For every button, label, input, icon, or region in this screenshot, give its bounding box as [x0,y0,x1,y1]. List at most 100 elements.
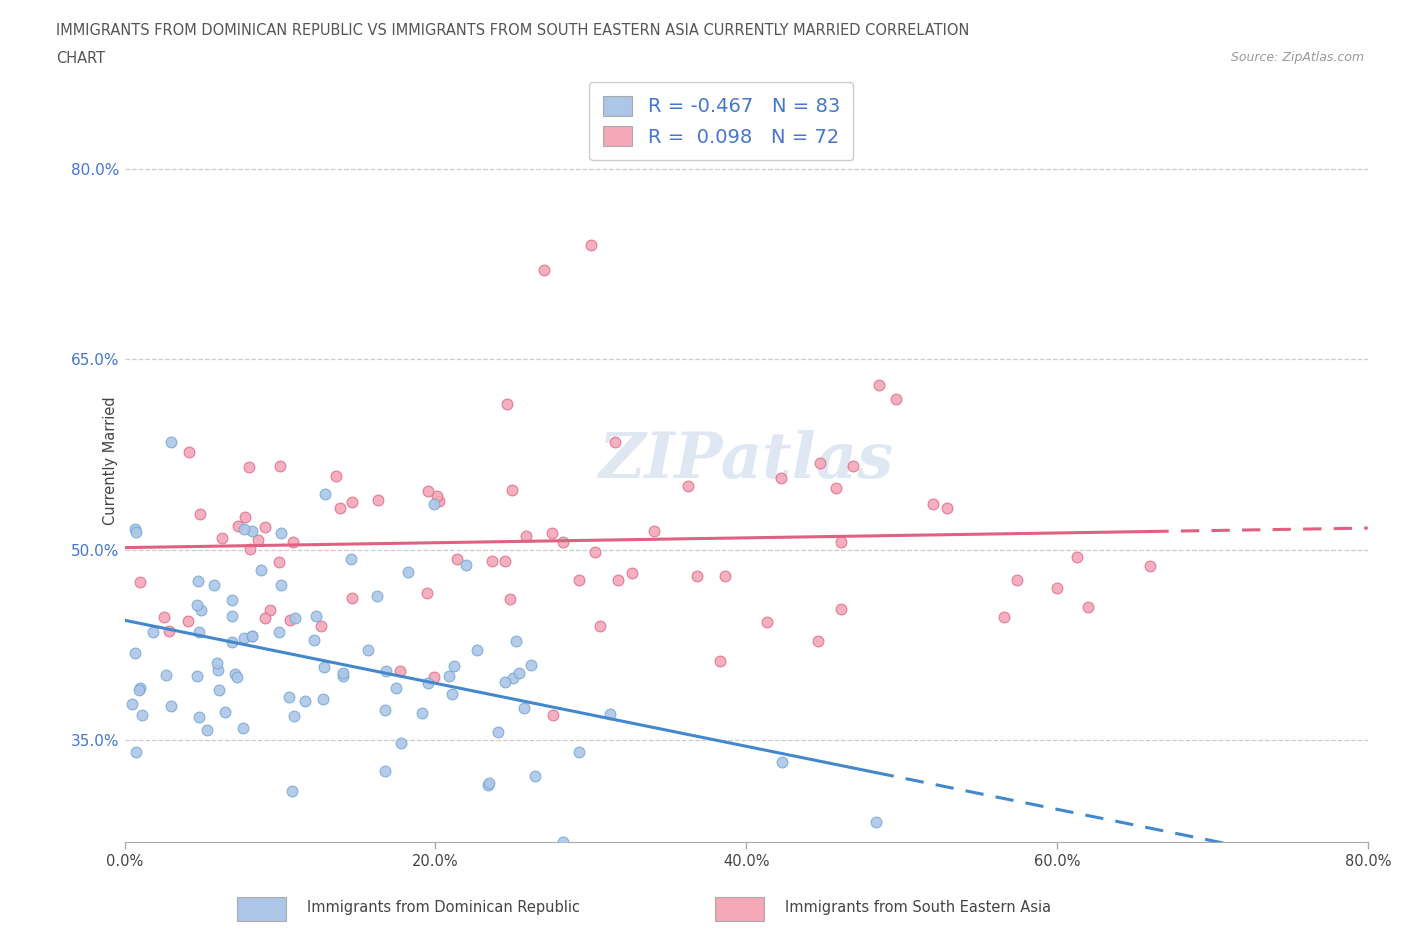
Point [221,634,243,649]
Point [599,707,621,722]
Point [465,643,488,658]
Point [922,497,945,512]
Point [1077,600,1099,615]
Point [155,668,177,683]
Point [418,484,440,498]
Point [221,592,243,607]
Point [427,493,450,508]
Point [157,623,180,638]
Point [221,608,243,623]
Point [281,535,304,550]
Point [454,557,477,572]
Text: CHART: CHART [56,51,105,66]
Point [385,681,408,696]
Point [249,563,271,578]
Point [374,764,396,778]
Point [128,681,150,696]
Point [375,664,398,679]
Point [247,532,270,547]
Point [515,528,537,543]
Point [478,776,501,790]
Point [426,489,449,504]
Point [807,633,830,648]
Point [416,586,439,601]
Point [314,486,336,501]
Point [396,565,419,579]
Point [128,683,150,698]
Point [533,263,555,278]
Point [207,656,229,671]
Point [311,618,333,633]
Point [583,545,606,560]
Point [233,631,256,645]
Point [239,541,262,556]
Point [160,434,183,449]
Point [551,535,574,550]
Point [294,693,316,708]
Point [314,659,336,674]
Point [195,722,218,737]
Point [508,665,530,680]
Point [277,690,299,705]
Point [603,435,626,450]
Point [770,755,793,770]
Point [423,670,446,684]
Point [186,597,208,612]
Point [441,686,464,701]
Point [332,665,354,680]
Point [477,777,499,792]
Point [686,569,709,584]
Point [121,697,143,711]
Point [541,525,564,540]
Point [259,602,281,617]
Text: Source: ZipAtlas.com: Source: ZipAtlas.com [1230,51,1364,64]
Point [505,633,527,648]
Point [253,611,276,626]
Point [129,575,152,590]
Point [579,238,602,253]
Point [283,708,305,723]
Point [443,658,465,673]
Point [993,609,1015,624]
Point [269,458,291,473]
Point [643,524,665,538]
Point [770,471,793,485]
Point [709,654,731,669]
Text: Immigrants from South Eastern Asia: Immigrants from South Eastern Asia [786,900,1052,915]
Point [411,705,433,720]
Point [131,708,153,723]
Point [233,510,256,525]
Point [568,573,591,588]
Point [187,574,209,589]
Point [714,568,737,583]
Point [329,500,352,515]
Point [523,769,546,784]
Point [240,524,263,538]
Point [357,643,380,658]
Point [755,615,778,630]
Point [177,445,200,459]
Point [124,522,146,537]
Point [502,671,524,685]
Point [520,658,543,672]
Point [226,518,249,533]
Point [830,535,852,550]
Point [187,625,209,640]
Point [152,610,174,625]
Point [494,674,516,689]
Point [177,614,200,629]
Point [160,698,183,713]
Point [340,591,363,605]
Point [232,522,254,537]
Point [340,494,363,509]
Point [513,701,536,716]
Text: ZIPatlas: ZIPatlas [599,431,894,492]
Point [501,483,523,498]
Point [188,507,211,522]
Point [225,670,247,684]
Point [423,497,446,512]
Point [824,481,846,496]
Point [1139,559,1161,574]
Point [495,396,517,411]
Point [202,578,225,592]
